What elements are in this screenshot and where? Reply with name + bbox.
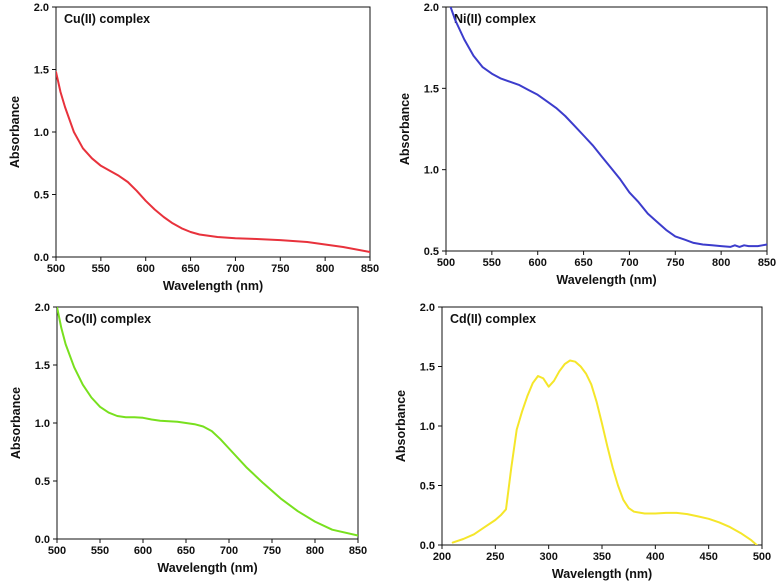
x-tick-label: 850: [349, 545, 367, 557]
y-tick-label: 2.0: [34, 2, 49, 14]
x-tick-label: 350: [593, 551, 611, 563]
x-tick-label: 650: [177, 545, 195, 557]
y-tick-label: 0.0: [34, 252, 49, 264]
x-tick-label: 550: [91, 545, 109, 557]
y-tick-label: 0.5: [35, 476, 50, 488]
series-line: [451, 359, 758, 545]
panel-title: Ni(II) complex: [454, 12, 536, 26]
x-tick-label: 500: [47, 263, 65, 275]
x-tick-label: 700: [620, 257, 638, 269]
x-tick-label: 750: [263, 545, 281, 557]
x-tick-label: 800: [316, 263, 334, 275]
x-tick-label: 850: [758, 257, 776, 269]
y-axis-label: Absorbance: [398, 93, 412, 165]
y-tick-label: 1.0: [35, 418, 50, 430]
series-line: [56, 71, 370, 253]
chart-panel-3: 500 550 600 650 700 750 800 850 0.0 0.5 1.0 1.5 2.0 W…: [9, 302, 367, 575]
x-tick-label: 500: [48, 545, 66, 557]
y-tick-label: 1.5: [420, 362, 435, 374]
x-tick-label: 700: [226, 263, 244, 275]
plot-frame: [56, 306, 359, 540]
x-tick-label: 500: [437, 257, 455, 269]
x-tick-label: 250: [486, 551, 504, 563]
x-tick-label: 600: [137, 263, 155, 275]
x-tick-label: 300: [539, 551, 557, 563]
chart-panel-4: 200 250 300 350 400 450 500 0.0 0.5 1.0 1.5 2.0 Wave…: [394, 302, 771, 581]
y-axis-label: Absorbance: [9, 387, 23, 459]
plot-frame: [445, 6, 768, 252]
x-tick-label: 400: [646, 551, 664, 563]
panel-title: Cd(II) complex: [450, 312, 536, 326]
y-tick-label: 1.0: [424, 165, 439, 177]
y-tick-label: 1.5: [424, 83, 439, 95]
y-tick-label: 0.0: [420, 540, 435, 552]
series-line: [449, 7, 767, 248]
y-tick-label: 2.0: [424, 2, 439, 14]
x-tick-label: 800: [712, 257, 730, 269]
panel-title: Co(II) complex: [65, 312, 151, 326]
series-line: [57, 307, 358, 537]
x-tick-label: 600: [529, 257, 547, 269]
x-tick-label: 850: [361, 263, 379, 275]
x-tick-label: 750: [271, 263, 289, 275]
x-tick-label: 550: [483, 257, 501, 269]
x-tick-label: 450: [699, 551, 717, 563]
x-axis-label: Wavelength (nm): [157, 561, 257, 575]
x-tick-label: 800: [306, 545, 324, 557]
y-tick-label: 1.5: [35, 360, 50, 372]
x-tick-label: 600: [134, 545, 152, 557]
chart-panel-2: 500 550 600 650 700 750 800 850 0.5 1.0 1.5 2.0 Wave…: [398, 2, 776, 287]
plot-frame: [55, 6, 371, 258]
y-tick-label: 0.5: [420, 481, 435, 493]
y-tick-label: 0.0: [35, 534, 50, 546]
y-tick-label: 1.5: [34, 65, 49, 77]
x-axis-label: Wavelength (nm): [163, 279, 263, 293]
x-tick-label: 500: [753, 551, 771, 563]
panel-title: Cu(II) complex: [64, 12, 150, 26]
x-tick-label: 650: [574, 257, 592, 269]
y-tick-label: 1.0: [420, 421, 435, 433]
y-tick-label: 2.0: [35, 302, 50, 314]
x-tick-label: 650: [181, 263, 199, 275]
y-axis-label: Absorbance: [394, 390, 408, 462]
x-tick-label: 750: [666, 257, 684, 269]
y-tick-label: 0.5: [424, 246, 439, 258]
x-axis-label: Wavelength (nm): [556, 273, 656, 287]
chart-panel-1: 500 550 600 650 700 750 800 850 0.0 0.5 1.0 1.5 2.0 W…: [8, 2, 379, 293]
y-tick-label: 0.5: [34, 190, 49, 202]
x-tick-label: 700: [220, 545, 238, 557]
x-tick-label: 200: [433, 551, 451, 563]
x-axis-label: Wavelength (nm): [552, 567, 652, 581]
y-axis-label: Absorbance: [8, 96, 22, 168]
x-tick-label: 550: [92, 263, 110, 275]
y-tick-label: 2.0: [420, 302, 435, 314]
y-tick-label: 1.0: [34, 127, 49, 139]
